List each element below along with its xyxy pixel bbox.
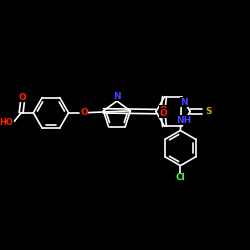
Text: O: O — [160, 108, 167, 118]
Text: HO: HO — [0, 118, 14, 127]
Text: Cl: Cl — [176, 173, 185, 182]
Text: N: N — [180, 98, 188, 107]
Text: O: O — [19, 93, 27, 102]
Text: N: N — [113, 92, 121, 101]
Text: O: O — [160, 106, 167, 114]
Text: NH: NH — [176, 116, 192, 125]
Text: O: O — [80, 108, 88, 117]
Text: S: S — [205, 107, 212, 116]
